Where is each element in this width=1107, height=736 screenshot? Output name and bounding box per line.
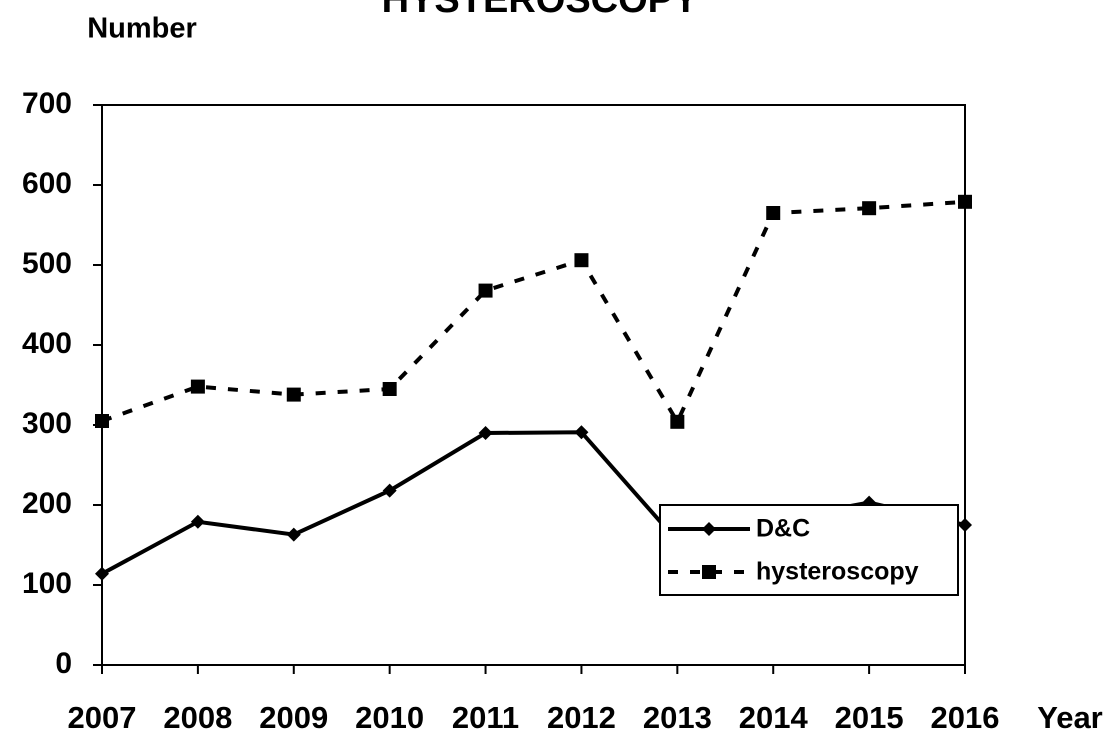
marker xyxy=(574,253,589,268)
legend-label: hysteroscopy xyxy=(756,558,919,586)
x-tick-label: 2013 xyxy=(643,700,712,735)
marker xyxy=(958,194,972,209)
marker xyxy=(478,426,493,440)
marker xyxy=(670,414,685,429)
x-tick-label: 2014 xyxy=(739,700,809,735)
marker xyxy=(286,387,301,402)
marker xyxy=(95,566,109,581)
marker xyxy=(190,514,205,529)
marker xyxy=(478,283,493,298)
y-axis-label: Number xyxy=(87,13,197,45)
x-tick-label: 2015 xyxy=(835,700,904,735)
x-tick-label: 2007 xyxy=(68,700,137,735)
x-tick-label: 2011 xyxy=(452,700,519,735)
legend-box xyxy=(659,504,959,596)
y-tick-label: 500 xyxy=(22,247,72,280)
y-tick-label: 300 xyxy=(22,407,72,440)
y-tick-label: 700 xyxy=(22,87,72,120)
marker xyxy=(862,201,877,216)
x-tick-label: 2009 xyxy=(259,700,328,735)
marker xyxy=(382,483,397,498)
y-tick-label: 600 xyxy=(22,167,72,200)
marker xyxy=(574,425,589,440)
legend-label: D&C xyxy=(756,515,810,543)
marker xyxy=(958,518,972,532)
marker xyxy=(702,565,716,579)
marker xyxy=(286,527,301,542)
x-tick-label: 2016 xyxy=(931,700,1000,735)
chart-title: HYSTEROSCOPY xyxy=(382,0,699,21)
x-tick-label: 2010 xyxy=(355,700,424,735)
marker xyxy=(382,382,397,396)
x-tick-label: 2008 xyxy=(163,700,232,735)
y-tick-label: 400 xyxy=(22,327,72,360)
y-tick-label: 0 xyxy=(55,647,72,680)
plot-frame xyxy=(101,104,966,666)
marker xyxy=(95,414,109,428)
marker xyxy=(702,522,716,536)
x-tick-label: 2012 xyxy=(547,700,616,735)
x-axis-label: Year xyxy=(1037,700,1103,735)
y-tick-label: 200 xyxy=(22,487,72,520)
y-tick-label: 100 xyxy=(22,567,72,600)
marker xyxy=(766,206,781,220)
marker xyxy=(190,379,205,394)
series-line xyxy=(101,199,966,427)
